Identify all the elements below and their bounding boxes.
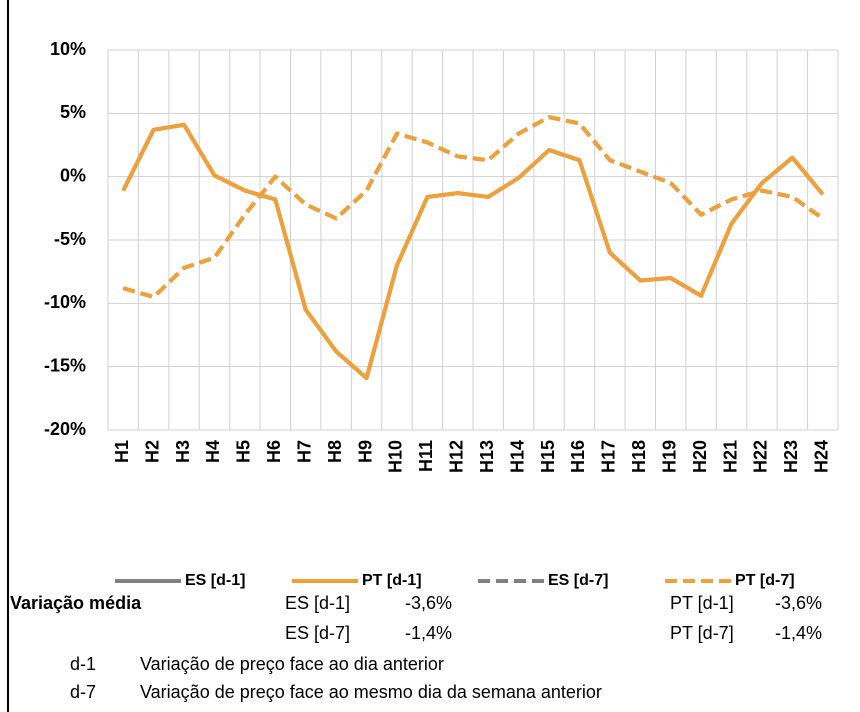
x-tick-label: H3: [173, 440, 193, 463]
x-tick-label: H12: [447, 440, 467, 473]
x-tick-label: H14: [507, 440, 527, 473]
x-tick-label: H11: [416, 440, 436, 472]
x-tick-label: H13: [477, 440, 497, 473]
x-tick-label: H15: [538, 440, 558, 473]
x-tick-label: H21: [720, 440, 740, 473]
legend-label: ES [d-1]: [185, 572, 245, 589]
x-tick-label: H20: [690, 440, 710, 473]
y-tick-label: -5%: [54, 229, 86, 249]
x-tick-label: H6: [264, 440, 284, 463]
x-tick-label: H22: [751, 440, 771, 473]
x-tick-label: H8: [325, 440, 345, 463]
note-text: Variação de preço face ao dia anterior: [140, 654, 444, 674]
x-tick-label: H19: [659, 440, 679, 473]
note-text: Variação de preço face ao mesmo dia da s…: [140, 682, 602, 702]
series-line: [122, 115, 824, 299]
summary-cell: ES [d-7]: [285, 623, 350, 643]
x-tick-label: H10: [386, 440, 406, 473]
summary-label: Variação média: [10, 593, 142, 613]
x-tick-label: H16: [568, 440, 588, 473]
x-tick-label: H23: [781, 440, 801, 473]
summary-cell: -3,6%: [775, 593, 822, 613]
y-tick-label: 10%: [50, 39, 86, 59]
summary-cell: ES [d-1]: [285, 593, 350, 613]
summary-cell: PT [d-7]: [670, 623, 734, 643]
x-tick-label: H5: [234, 440, 254, 463]
x-tick-label: H2: [142, 440, 162, 463]
y-tick-label: -10%: [44, 292, 86, 312]
summary-cell: -3,6%: [405, 593, 452, 613]
x-tick-label: H7: [294, 440, 314, 463]
x-tick-label: H1: [112, 440, 132, 463]
y-tick-label: 0%: [60, 165, 86, 185]
x-tick-label: H9: [355, 440, 375, 463]
x-tick-label: H17: [599, 440, 619, 473]
y-tick-label: -15%: [44, 355, 86, 375]
summary-cell: -1,4%: [405, 623, 452, 643]
series-line: [121, 122, 825, 381]
note-key: d-1: [70, 654, 96, 674]
y-tick-label: -20%: [44, 419, 86, 439]
legend-label: PT [d-1]: [362, 572, 422, 589]
y-tick-label: 5%: [60, 102, 86, 122]
summary-cell: PT [d-1]: [670, 593, 734, 613]
x-tick-label: H24: [812, 440, 832, 473]
note-key: d-7: [70, 682, 96, 702]
legend-label: PT [d-7]: [735, 572, 795, 589]
x-tick-label: H18: [629, 440, 649, 473]
legend-label: ES [d-7]: [548, 572, 608, 589]
summary-cell: -1,4%: [775, 623, 822, 643]
x-tick-label: H4: [203, 440, 223, 463]
